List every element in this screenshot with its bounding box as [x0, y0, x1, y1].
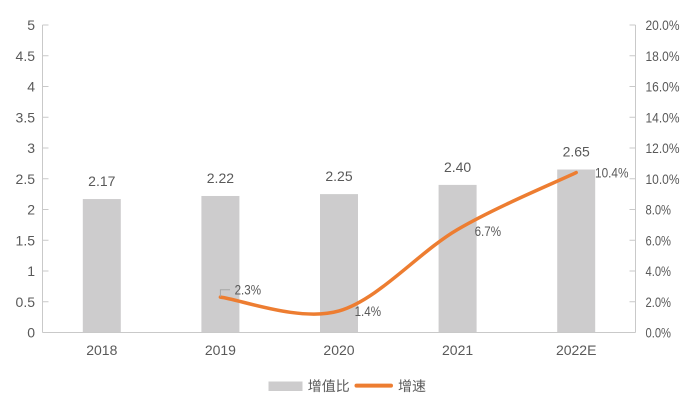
svg-text:5: 5: [27, 17, 35, 33]
svg-text:2.0%: 2.0%: [646, 294, 672, 310]
svg-text:3.5: 3.5: [16, 109, 36, 125]
svg-text:18.0%: 18.0%: [646, 48, 680, 64]
svg-text:2018: 2018: [86, 342, 117, 358]
svg-text:4.5: 4.5: [16, 48, 36, 64]
svg-text:8.0%: 8.0%: [646, 202, 672, 218]
svg-text:1.4%: 1.4%: [355, 303, 382, 319]
svg-text:2.5: 2.5: [16, 171, 36, 187]
svg-text:1.5: 1.5: [16, 232, 36, 248]
svg-text:4: 4: [27, 79, 35, 95]
svg-text:0: 0: [27, 325, 35, 341]
svg-text:2021: 2021: [442, 342, 473, 358]
svg-text:4.0%: 4.0%: [646, 263, 672, 279]
svg-text:2020: 2020: [323, 342, 354, 358]
svg-text:0.0%: 0.0%: [646, 325, 672, 341]
svg-text:2022E: 2022E: [556, 342, 596, 358]
svg-text:2.3%: 2.3%: [235, 281, 262, 297]
svg-text:16.0%: 16.0%: [646, 79, 680, 95]
svg-text:6.0%: 6.0%: [646, 232, 672, 248]
svg-text:3: 3: [27, 140, 35, 156]
svg-text:6.7%: 6.7%: [475, 223, 502, 239]
svg-text:10.0%: 10.0%: [646, 171, 680, 187]
svg-text:2.22: 2.22: [207, 170, 234, 186]
svg-text:0.5: 0.5: [16, 294, 36, 310]
svg-text:2.40: 2.40: [444, 159, 471, 175]
svg-text:2.25: 2.25: [325, 168, 352, 184]
svg-text:10.4%: 10.4%: [595, 165, 629, 181]
svg-text:12.0%: 12.0%: [646, 140, 680, 156]
svg-text:2019: 2019: [205, 342, 236, 358]
svg-text:14.0%: 14.0%: [646, 109, 680, 125]
svg-text:2.17: 2.17: [88, 173, 115, 189]
svg-text:1: 1: [27, 263, 35, 279]
svg-text:2.65: 2.65: [563, 144, 590, 160]
svg-text:2: 2: [27, 202, 35, 218]
svg-text:20.0%: 20.0%: [646, 17, 680, 33]
